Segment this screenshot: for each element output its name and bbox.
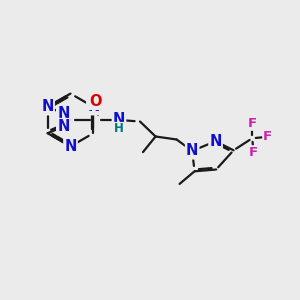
Text: F: F: [263, 130, 272, 143]
Text: F: F: [249, 146, 258, 159]
Text: N: N: [209, 134, 222, 149]
Text: N: N: [113, 112, 125, 128]
Text: F: F: [248, 117, 257, 130]
Text: N: N: [57, 106, 70, 121]
Text: N: N: [87, 99, 100, 114]
Text: H: H: [114, 122, 124, 136]
Text: N: N: [41, 99, 54, 114]
Text: N: N: [64, 139, 77, 154]
Text: O: O: [89, 94, 102, 109]
Text: N: N: [57, 119, 70, 134]
Text: N: N: [186, 143, 198, 158]
